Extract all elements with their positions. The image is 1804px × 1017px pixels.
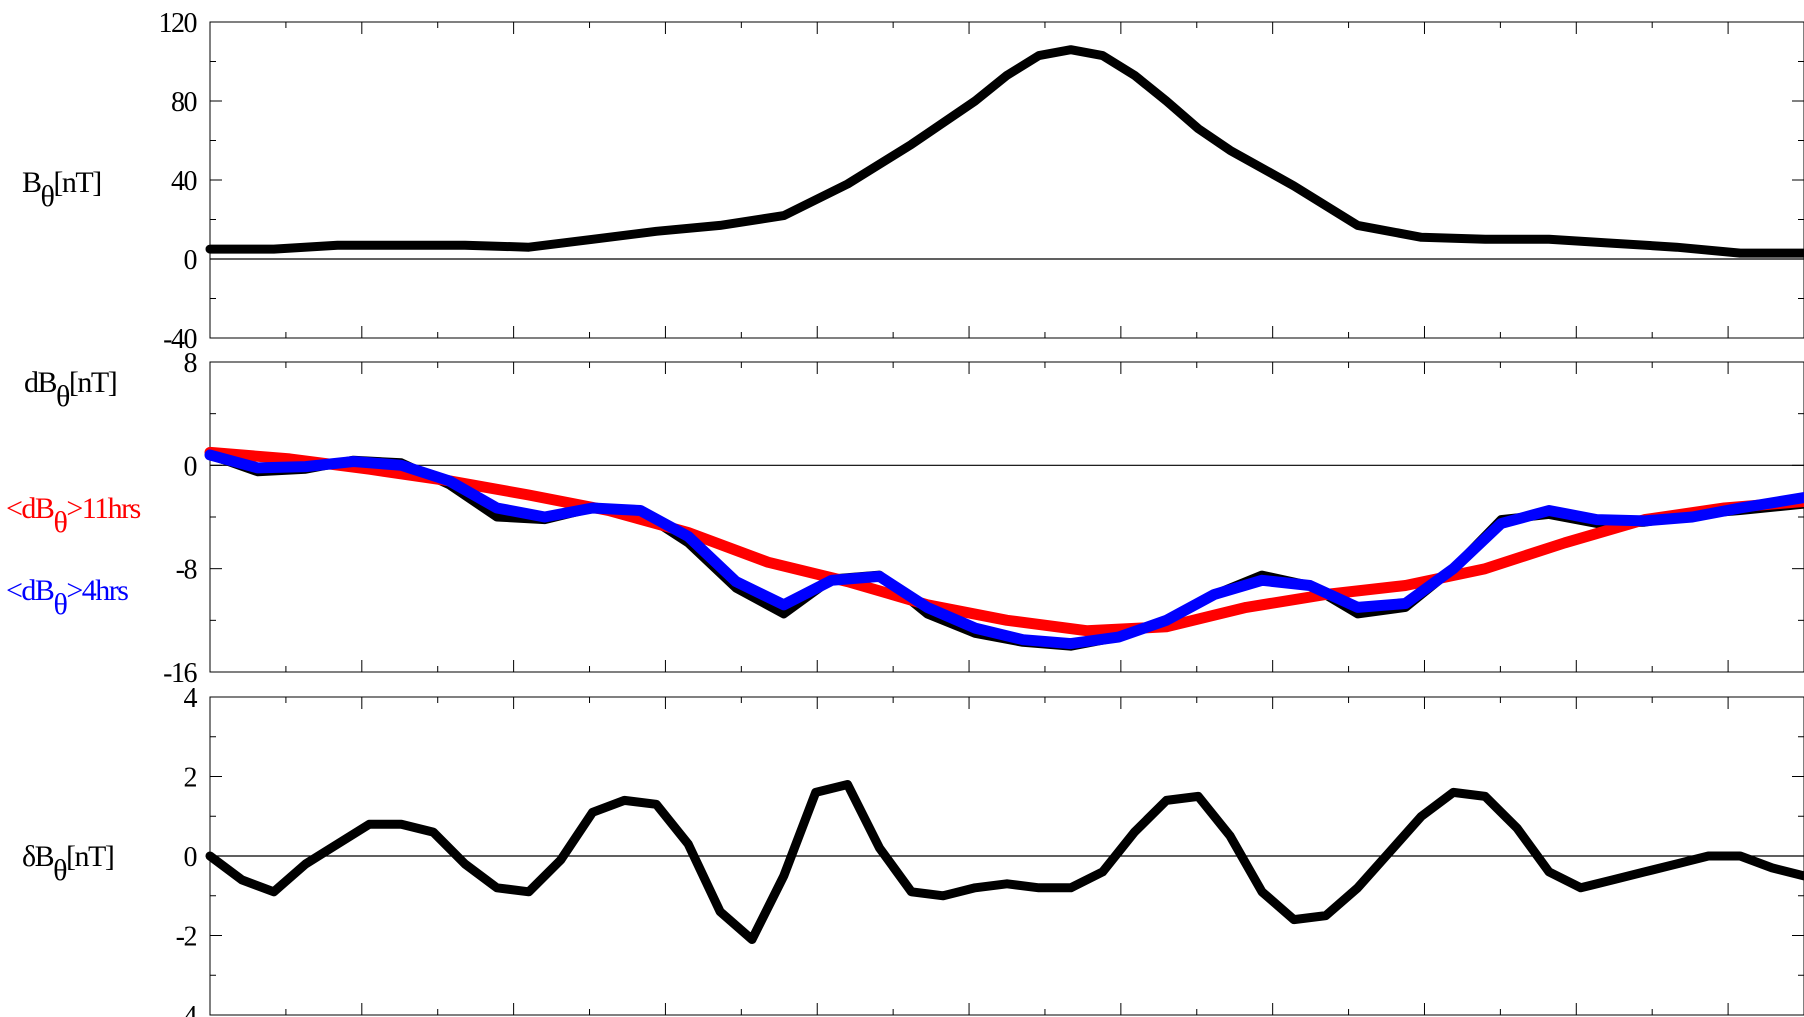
y-label-unit: [nT]	[66, 840, 113, 873]
y-tick-label: 4	[184, 683, 198, 714]
y-label-sub: θ	[53, 854, 67, 887]
panel-top: -40 0 40 80 120 Bθ[nT]	[22, 8, 1804, 355]
legend-11hrs-sub: θ	[53, 506, 67, 539]
y-label-unit: [nT]	[53, 166, 100, 199]
panel-middle: -16-808 dBθ[nT] <dBθ>11hrs <dBθ>4hrs	[6, 348, 1804, 689]
legend-11hrs-suffix: >11hrs	[66, 492, 140, 525]
y-axis-label-bottom: δBθ[nT]	[22, 840, 113, 887]
y-tick-label: 0	[184, 842, 197, 873]
y-tick-label: 40	[171, 166, 197, 197]
legend-4hrs: <dBθ>4hrs	[6, 574, 128, 621]
legend-4hrs-text: <dB	[6, 574, 54, 607]
y-label-main: B	[22, 166, 41, 199]
y-label-main: δB	[22, 840, 54, 873]
series-line--dB-4hrs	[204, 449, 1804, 650]
legend-4hrs-suffix: >4hrs	[66, 574, 128, 607]
legend-4hrs-sub: θ	[53, 588, 67, 621]
y-tick-label: 120	[159, 8, 197, 39]
y-tick-label: -8	[176, 555, 197, 586]
y-label-main: dB	[24, 366, 57, 399]
y-tick-label: 0	[184, 245, 197, 276]
y-tick-label: 0	[184, 451, 197, 482]
legend-11hrs: <dBθ>11hrs	[6, 492, 141, 539]
y-tick-label: 80	[171, 87, 197, 118]
y-label-sub: θ	[41, 180, 55, 213]
series-line-p2	[205, 780, 1804, 944]
legend-11hrs-text: <dB	[6, 492, 54, 525]
y-tick-label: -2	[176, 922, 197, 953]
series-line-p0	[205, 45, 1804, 258]
plot-frame	[209, 21, 1804, 339]
y-label-unit: [nT]	[69, 366, 116, 399]
y-tick-label: 2	[184, 763, 197, 794]
y-axis-label-middle: dBθ[nT]	[24, 366, 116, 413]
y-tick-label: -40	[163, 324, 196, 355]
y-tick-label: -4	[176, 1001, 198, 1017]
panel-bottom: -4 -2 0 2 4 δBθ[nT]	[22, 683, 1804, 1017]
y-axis-label-top: Bθ[nT]	[22, 166, 101, 213]
y-tick-label: 8	[184, 348, 197, 379]
y-tick-label: -16	[163, 658, 197, 689]
y-label-sub: θ	[56, 380, 70, 413]
